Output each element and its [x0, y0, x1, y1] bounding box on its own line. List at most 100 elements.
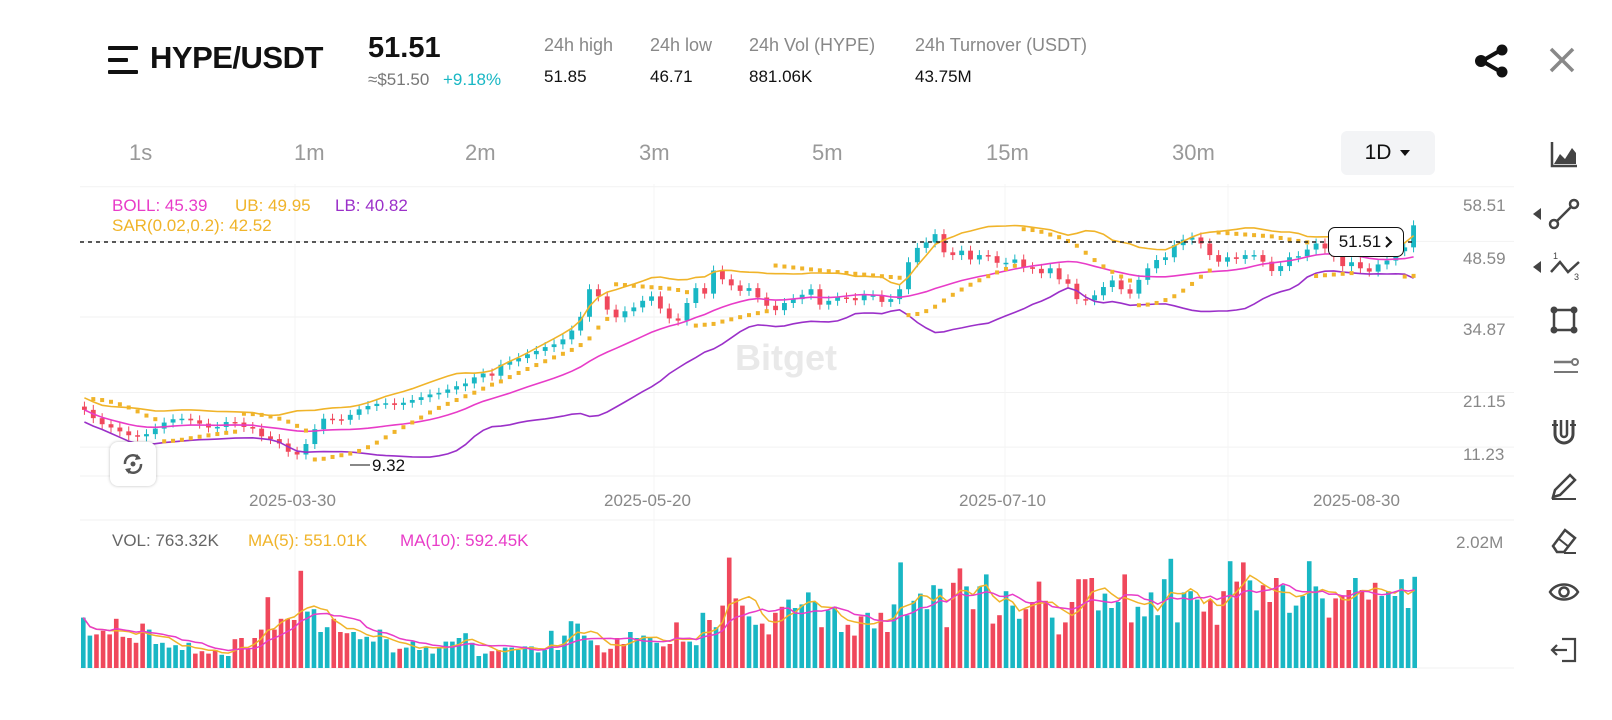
trading-pair-title[interactable]: HYPE/USDT [150, 40, 323, 75]
trend-line-icon[interactable] [1548, 198, 1580, 230]
timeframe-1m[interactable]: 1m [294, 140, 325, 165]
close-icon[interactable] [1546, 44, 1578, 81]
volume-bar [1287, 612, 1292, 668]
tool-expand-caret-icon-2[interactable] [1532, 260, 1542, 278]
candle [489, 373, 495, 376]
volume-bar [1109, 608, 1114, 668]
sar-point [250, 412, 255, 417]
volume-bar [885, 632, 890, 668]
sar-point [897, 275, 902, 280]
timeframe-dropdown[interactable]: 1D [1341, 131, 1435, 175]
sar-point [286, 419, 291, 424]
timeframe-5m[interactable]: 5m [812, 140, 843, 165]
volume-bar [997, 615, 1002, 668]
sar-point [188, 436, 193, 441]
candle [728, 279, 734, 286]
volume-bar [344, 633, 350, 668]
sar-point [1296, 238, 1301, 243]
eraser-icon[interactable] [1548, 524, 1580, 556]
sar-point [1128, 278, 1133, 283]
sar-point [1411, 273, 1416, 278]
volume-bar [1049, 617, 1055, 668]
candle [595, 289, 601, 297]
horizontal-line-icon[interactable] [1548, 356, 1580, 388]
timeframe-2m[interactable]: 2m [465, 140, 496, 165]
sar-point [1252, 233, 1257, 238]
sar-point [1092, 258, 1097, 263]
sar-point [206, 433, 211, 438]
volume-bar [166, 647, 172, 668]
volume-bar [812, 602, 818, 668]
sar-point [436, 405, 441, 410]
candle [693, 288, 699, 304]
volume-bar [1043, 600, 1048, 668]
tool-expand-caret-icon[interactable] [1532, 207, 1542, 225]
menu-icon[interactable] [108, 46, 138, 74]
volume-bar [100, 630, 106, 668]
volume-bar [1016, 618, 1022, 668]
volume-bar [595, 645, 600, 668]
candle [1233, 257, 1239, 259]
timeframe-3m[interactable]: 3m [639, 140, 670, 165]
sar-point [622, 283, 627, 288]
candle [587, 289, 592, 317]
price-usd: ≈$51.50 [368, 70, 430, 89]
volume-bar [1102, 593, 1108, 668]
sar-point [135, 409, 140, 414]
volume-bar [529, 646, 534, 668]
share-icon[interactable] [1474, 44, 1510, 83]
sar-point [507, 375, 512, 380]
candle [330, 418, 335, 421]
rectangle-icon[interactable] [1548, 304, 1580, 336]
volume-bar [1221, 591, 1226, 668]
timeframe-1s[interactable]: 1s [129, 140, 153, 165]
sar-point [428, 410, 433, 415]
volume-bar [496, 650, 501, 668]
pencil-icon[interactable] [1548, 470, 1580, 502]
volume-bar [1096, 610, 1101, 668]
volume-axis-label: 2.02M [1456, 533, 1504, 552]
volume-bar [865, 612, 870, 668]
candle [1260, 255, 1266, 262]
current-price-tag[interactable]: 51.51 [1328, 227, 1404, 257]
volume-bar [199, 651, 205, 668]
candle [959, 250, 965, 256]
volume-bar [977, 586, 982, 668]
sar-point [357, 448, 362, 453]
volume-bar [1128, 622, 1134, 668]
boll-lb-value: LB: 40.82 [335, 196, 408, 215]
volume-bar [1405, 608, 1411, 668]
volume-bar [160, 642, 165, 668]
stat-value-24h-vol: 881.06K [749, 67, 813, 86]
candle [259, 428, 265, 437]
volume-bar [377, 629, 383, 668]
indicator-chart-icon[interactable] [1548, 138, 1580, 170]
sar-point [277, 416, 282, 421]
volume-bar [799, 604, 805, 668]
sar-point [1322, 273, 1327, 278]
sar-point [1083, 250, 1088, 255]
candle [870, 295, 876, 297]
exit-drawing-icon[interactable] [1548, 636, 1580, 668]
volume-bar [1010, 605, 1015, 668]
volume-bar [588, 640, 594, 668]
candle [1366, 268, 1372, 272]
sar-point [534, 363, 539, 368]
candle [383, 403, 389, 405]
candle [711, 270, 716, 294]
candle [1304, 249, 1310, 257]
svg-text:3: 3 [1574, 272, 1579, 282]
sar-point [1074, 243, 1079, 248]
eye-icon[interactable] [1548, 580, 1580, 612]
timeframe-15m[interactable]: 15m [986, 140, 1029, 165]
reset-chart-button[interactable] [110, 442, 156, 486]
volume-bar [1155, 615, 1160, 668]
candle [400, 402, 406, 405]
magnet-icon[interactable] [1548, 416, 1580, 448]
timeframe-30m[interactable]: 30m [1172, 140, 1215, 165]
volume-bar [338, 632, 343, 668]
candle [117, 427, 123, 432]
candle [941, 234, 947, 253]
